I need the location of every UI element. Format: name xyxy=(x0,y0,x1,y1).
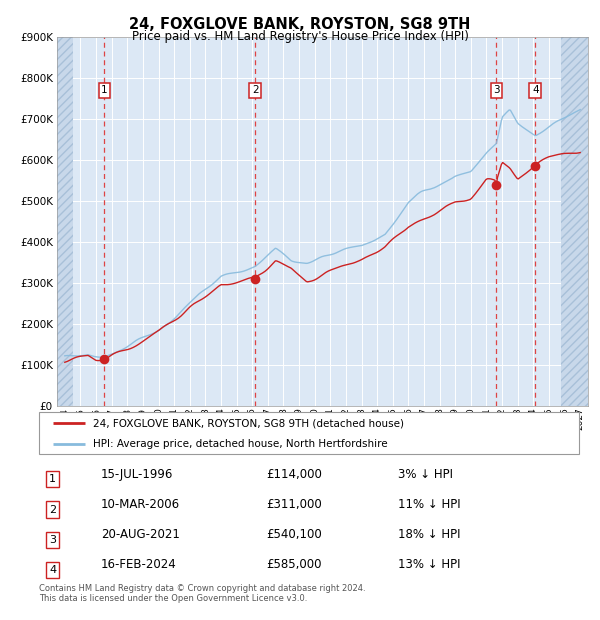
Text: 3% ↓ HPI: 3% ↓ HPI xyxy=(398,467,453,481)
Text: 11% ↓ HPI: 11% ↓ HPI xyxy=(398,498,461,511)
Text: Price paid vs. HM Land Registry's House Price Index (HPI): Price paid vs. HM Land Registry's House … xyxy=(131,30,469,43)
Text: £114,000: £114,000 xyxy=(266,467,322,481)
Text: £585,000: £585,000 xyxy=(266,558,322,571)
Text: 18% ↓ HPI: 18% ↓ HPI xyxy=(398,528,461,541)
Text: 20-AUG-2021: 20-AUG-2021 xyxy=(101,528,180,541)
Text: Contains HM Land Registry data © Crown copyright and database right 2024.
This d: Contains HM Land Registry data © Crown c… xyxy=(39,584,365,603)
Text: HPI: Average price, detached house, North Hertfordshire: HPI: Average price, detached house, Nort… xyxy=(93,439,388,449)
Text: 3: 3 xyxy=(493,86,500,95)
Text: 2: 2 xyxy=(252,86,259,95)
Text: 24, FOXGLOVE BANK, ROYSTON, SG8 9TH: 24, FOXGLOVE BANK, ROYSTON, SG8 9TH xyxy=(130,17,470,32)
Text: 4: 4 xyxy=(49,565,56,575)
Text: 1: 1 xyxy=(49,474,56,484)
Text: 10-MAR-2006: 10-MAR-2006 xyxy=(101,498,180,511)
Text: 4: 4 xyxy=(532,86,539,95)
Text: 16-FEB-2024: 16-FEB-2024 xyxy=(101,558,177,571)
Text: 13% ↓ HPI: 13% ↓ HPI xyxy=(398,558,461,571)
Text: £540,100: £540,100 xyxy=(266,528,322,541)
Text: 15-JUL-1996: 15-JUL-1996 xyxy=(101,467,173,481)
Text: 1: 1 xyxy=(101,86,108,95)
Text: 24, FOXGLOVE BANK, ROYSTON, SG8 9TH (detached house): 24, FOXGLOVE BANK, ROYSTON, SG8 9TH (det… xyxy=(93,418,404,428)
Text: £311,000: £311,000 xyxy=(266,498,322,511)
Text: 2: 2 xyxy=(49,505,56,515)
FancyBboxPatch shape xyxy=(39,412,579,454)
Text: 3: 3 xyxy=(49,535,56,545)
